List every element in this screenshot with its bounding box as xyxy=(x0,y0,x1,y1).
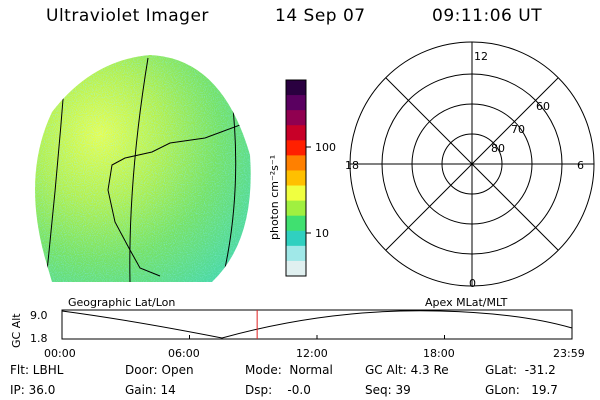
colorbar-tick-100: 100 xyxy=(315,141,336,154)
colorbar-cell xyxy=(286,200,306,217)
colorbar-cell xyxy=(286,245,306,262)
door-field: Door: Open xyxy=(125,363,194,377)
colorbar-cell xyxy=(286,230,306,247)
lat-label-80: 80 xyxy=(491,142,505,155)
mlt-label-18: 18 xyxy=(345,159,359,172)
dsp-field: Dsp: -0.0 xyxy=(245,383,311,397)
xtick-1800: 18:00 xyxy=(423,347,455,360)
colorbar-cell xyxy=(286,140,306,156)
colorbar: 100 10 photon cm⁻²s⁻¹ xyxy=(268,79,336,277)
gain-field: Gain: 14 xyxy=(125,383,176,397)
glon-field: GLon: 19.7 xyxy=(485,383,558,397)
mlt-label-0: 0 xyxy=(469,277,476,290)
mlt-label-6: 6 xyxy=(577,159,584,172)
gc-alt-field: GC Alt: 4.3 Re xyxy=(365,363,449,377)
mlt-label-12: 12 xyxy=(474,50,488,63)
flt-field: Flt: LBHL xyxy=(10,363,64,377)
xtick-0600: 06:00 xyxy=(168,347,200,360)
polar-grid xyxy=(349,41,595,287)
lat-label-60: 60 xyxy=(536,100,550,113)
altitude-curve xyxy=(61,310,573,339)
date-label: 14 Sep 07 xyxy=(275,6,366,26)
xtick-2359: 23:59 xyxy=(553,347,585,360)
timeline-ylabel: GC Alt xyxy=(10,313,23,348)
colorbar-cell xyxy=(286,155,306,171)
longitude-line xyxy=(129,57,149,282)
seq-field: Seq: 39 xyxy=(365,383,411,397)
colorbar-cell xyxy=(286,125,306,141)
xtick-0000: 00:00 xyxy=(44,347,76,360)
colorbar-unit-label: photon cm⁻²s⁻¹ xyxy=(268,155,281,240)
colorbar-cell xyxy=(286,185,306,202)
orbit-timeline: Geographic Lat/Lon Apex MLat/MLT GC Alt … xyxy=(10,296,585,360)
ip-field: IP: 36.0 xyxy=(10,383,56,397)
timeline-right-caption: Apex MLat/MLT xyxy=(425,296,508,309)
xtick-1200: 12:00 xyxy=(296,347,328,360)
ytick-9: 9.0 xyxy=(30,309,48,322)
coastline xyxy=(107,121,249,277)
glat-field: GLat: -31.2 xyxy=(485,363,556,377)
colorbar-tick-10: 10 xyxy=(315,227,329,240)
colorbar-cell xyxy=(286,170,306,187)
lat-label-70: 70 xyxy=(511,123,525,136)
time-label: 09:11:06 UT xyxy=(432,6,543,26)
mode-field: Mode: Normal xyxy=(245,363,333,377)
colorbar-cell xyxy=(286,95,306,111)
instrument-title: Ultraviolet Imager xyxy=(46,6,209,26)
colorbar-cell xyxy=(286,215,306,232)
colorbar-cell xyxy=(286,80,306,96)
colorbar-cell xyxy=(286,260,306,277)
colorbar-cell xyxy=(286,110,306,126)
auroral-image xyxy=(35,55,251,282)
timeline-left-caption: Geographic Lat/Lon xyxy=(68,296,175,309)
polar-labels: 12 6 0 18 60 70 80 xyxy=(345,50,584,290)
ytick-1-8: 1.8 xyxy=(30,332,48,345)
